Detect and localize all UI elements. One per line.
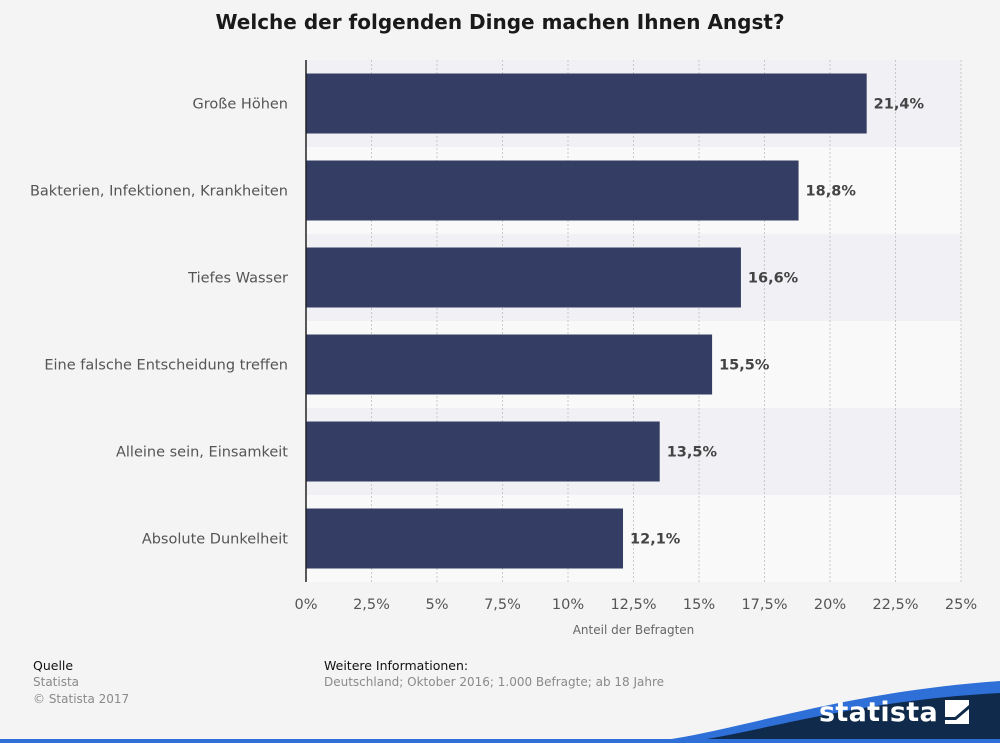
x-tick-label: 5% (425, 597, 448, 613)
category-label: Eine falsche Entscheidung treffen (44, 358, 288, 374)
x-axis-title: Anteil der Befragten (573, 623, 695, 637)
x-tick-label: 15% (683, 597, 715, 613)
chart-title: Welche der folgenden Dinge machen Ihnen … (215, 10, 785, 34)
x-tick-label: 2,5% (353, 597, 390, 613)
statista-flag-icon (945, 700, 969, 724)
bar[interactable] (306, 73, 867, 134)
x-tick-label: 10% (552, 597, 584, 613)
info-text: Deutschland; Oktober 2016; 1.000 Befragt… (324, 675, 665, 689)
x-tick-label: 25% (945, 597, 977, 613)
x-tick-label: 12,5% (610, 597, 656, 613)
value-label: 13,5% (667, 445, 718, 461)
source-block: Quelle Statista © Statista 2017 (33, 657, 129, 708)
logo-swoosh (640, 681, 1000, 743)
category-label: Bakterien, Infektionen, Krankheiten (30, 184, 288, 200)
bar-chart: Große Höhen Bakterien, Infektionen, Krank… (30, 60, 977, 637)
value-label: 21,4% (874, 97, 925, 113)
source-name[interactable]: Statista (33, 675, 80, 689)
value-labels: 21,4% 18,8% 16,6% 15,5% 13,5% 12,1% (630, 97, 924, 548)
copyright-text: © Statista 2017 (33, 692, 130, 706)
x-tick-label: 0% (294, 597, 317, 613)
value-label: 18,8% (806, 184, 857, 200)
category-label: Tiefes Wasser (187, 271, 288, 287)
x-tick-label: 7,5% (484, 597, 521, 613)
category-label: Absolute Dunkelheit (142, 532, 288, 548)
category-labels: Große Höhen Bakterien, Infektionen, Krank… (30, 97, 288, 548)
value-label: 16,6% (748, 271, 799, 287)
grid-lines (371, 60, 962, 582)
bar[interactable] (306, 421, 660, 482)
category-label: Große Höhen (193, 97, 289, 113)
logo-text: statista (819, 697, 938, 728)
bottom-accent-line (0, 739, 1000, 743)
x-tick-label: 22,5% (872, 597, 918, 613)
x-tick-label: 17,5% (741, 597, 787, 613)
x-tick-labels: 0% 2,5% 5% 7,5% 10% 12,5% 15% 17,5% 20% 22,5% 25% (294, 597, 977, 613)
bar[interactable] (306, 334, 713, 395)
info-heading: Weitere Informationen: (324, 658, 469, 673)
bar[interactable] (306, 508, 624, 569)
x-tick-label: 20% (814, 597, 846, 613)
bar[interactable] (306, 247, 741, 308)
bars (306, 73, 867, 569)
value-label: 12,1% (630, 532, 681, 548)
statista-logo[interactable]: statista (640, 673, 1000, 743)
info-block: Weitere Informationen: Deutschland; Okto… (324, 657, 664, 691)
category-label: Alleine sein, Einsamkeit (116, 445, 288, 461)
bar[interactable] (306, 160, 799, 221)
value-label: 15,5% (719, 358, 770, 374)
source-heading: Quelle (33, 658, 74, 673)
